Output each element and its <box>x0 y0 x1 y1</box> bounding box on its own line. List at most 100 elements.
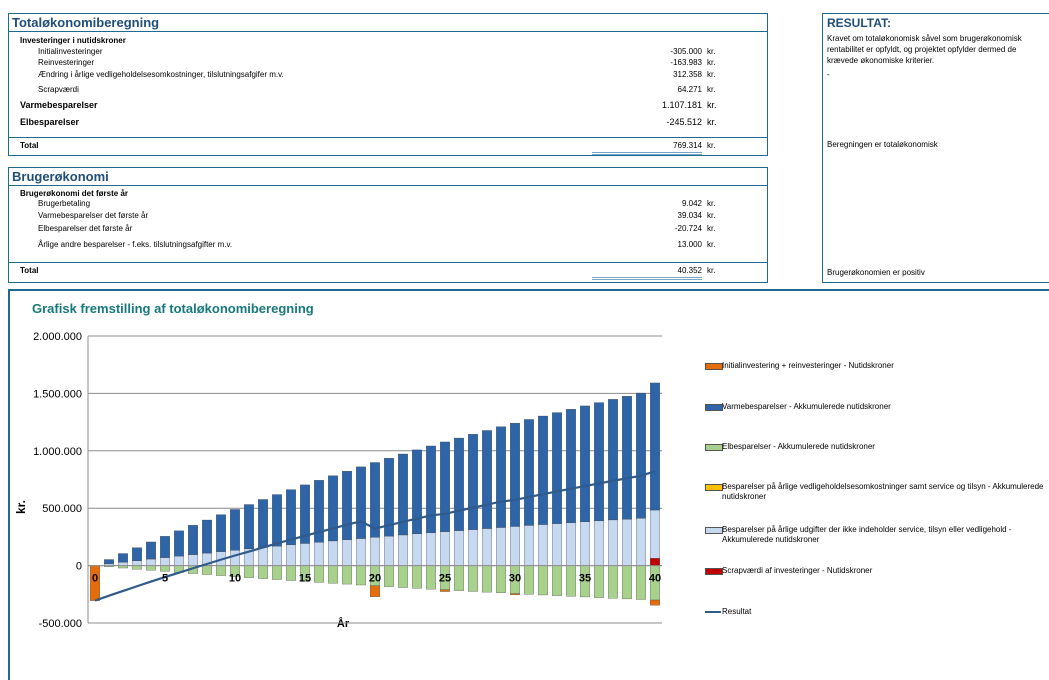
bar-segment <box>510 526 520 566</box>
panel-title: Brugerøkonomi <box>12 169 109 184</box>
bar-segment <box>650 509 660 559</box>
bar-segment <box>314 480 324 543</box>
bar-segment <box>384 565 394 587</box>
bar-segment <box>524 565 534 595</box>
row-label: Total <box>20 141 39 150</box>
bar-segment <box>342 471 352 540</box>
bar-segment <box>650 558 660 566</box>
row-value: 39.034 <box>677 211 702 220</box>
bar-segment <box>258 565 268 579</box>
result-title: RESULTAT: <box>827 16 891 30</box>
bar-segment <box>622 396 632 520</box>
legend-label: Besparelser på årlige udgifter der ikke … <box>722 525 1012 544</box>
chart-title: Grafisk fremstilling af totaløkonomibere… <box>32 301 314 316</box>
y-tick-label: -500.000 <box>39 618 82 630</box>
bar-segment <box>132 560 142 566</box>
bar-segment <box>328 475 338 542</box>
bar-segment <box>496 565 506 593</box>
bar-segment <box>356 565 366 586</box>
bar-segment <box>286 565 296 581</box>
bar-segment <box>608 519 618 566</box>
bar-segment <box>440 441 450 532</box>
legend-swatch <box>705 444 723 451</box>
legend-label: Besparelser på årlige vedligeholdelsesom… <box>722 482 1044 501</box>
bar-segment <box>426 565 436 590</box>
bar-segment <box>538 415 548 525</box>
bar-segment <box>104 559 114 565</box>
bar-segment <box>370 462 380 538</box>
bar-segment <box>202 519 212 554</box>
result-line <box>94 470 656 602</box>
section-label: Brugerøkonomi det første år <box>20 189 129 198</box>
bar-segment <box>216 514 226 552</box>
row-unit: kr. <box>707 224 716 233</box>
bar-segment <box>454 437 464 531</box>
bar-segment <box>594 565 604 598</box>
legend-swatch <box>705 611 721 613</box>
bar-segment <box>174 530 184 557</box>
bar-segment <box>482 430 492 529</box>
row-value: -245.512 <box>666 117 702 127</box>
bar-segment <box>328 540 338 566</box>
y-tick-label: 2.000.000 <box>33 331 82 343</box>
bar-segment <box>552 523 562 566</box>
bar-segment <box>286 544 296 566</box>
bar-segment <box>636 565 646 600</box>
row-value: 312.358 <box>673 70 702 79</box>
bar-segment <box>622 565 632 600</box>
bar-segment <box>118 553 128 563</box>
result-total-status: Beregningen er totaløkonomisk <box>827 140 938 149</box>
row-value: 9.042 <box>681 199 702 208</box>
bar-segment <box>524 525 534 566</box>
row-unit: kr. <box>707 211 716 220</box>
row-value: 64.271 <box>677 85 702 94</box>
bar-segment <box>566 522 576 566</box>
legend-swatch <box>705 363 723 370</box>
bar-segment <box>566 565 576 597</box>
bar-segment <box>216 565 226 576</box>
row-unit: kr. <box>707 85 716 94</box>
bar-segment <box>412 533 422 566</box>
row-value: 769.314 <box>592 141 702 155</box>
x-tick-label: 15 <box>299 573 311 585</box>
legend-label: Elbesparelser - Akkumulerede nutidskrone… <box>722 442 875 451</box>
result-dash: - <box>827 70 830 79</box>
result-user-status: Brugerøkonomien er positiv <box>827 268 925 277</box>
bar-segment <box>146 558 156 566</box>
panel-brugeroekonomi: Brugerøkonomi Brugerøkonomi det første år… <box>8 167 768 283</box>
bar-segment <box>384 535 394 566</box>
bar-segment <box>384 458 394 537</box>
bar-segment <box>146 565 156 571</box>
x-tick-label: 10 <box>229 573 241 585</box>
legend-swatch <box>705 484 723 491</box>
bar-segment <box>440 589 450 592</box>
x-tick-label: 35 <box>579 573 591 585</box>
bar-segment <box>608 399 618 521</box>
legend-label: Resultat <box>722 607 752 616</box>
row-label: Elbesparelser <box>20 117 80 127</box>
bar-segment <box>160 565 170 572</box>
bar-segment <box>440 531 450 566</box>
bar-segment <box>412 565 422 589</box>
row-value: 1.107.181 <box>661 100 702 110</box>
bar-segment <box>328 565 338 584</box>
row-unit: kr. <box>707 240 716 249</box>
x-tick-label: 30 <box>509 573 521 585</box>
bar-segment <box>552 565 562 596</box>
bar-segment <box>496 426 506 528</box>
bar-segment <box>132 547 142 561</box>
row-unit: kr. <box>707 47 716 56</box>
bar-segment <box>538 524 548 566</box>
chart-frame <box>8 289 1049 680</box>
bar-segment <box>300 543 310 566</box>
row-label: Scrapværdi <box>38 85 79 94</box>
bar-segment <box>342 539 352 566</box>
row-value: -305.000 <box>670 47 702 56</box>
row-unit: kr. <box>707 117 717 127</box>
legend-label: Varmebesparelser - Akkumulerede nutidskr… <box>722 402 891 411</box>
row-value: 13.000 <box>677 240 702 249</box>
chart: Grafisk fremstilling af totaløkonomibere… <box>14 301 662 630</box>
bar-segment <box>314 542 324 566</box>
bar-segment <box>580 521 590 566</box>
